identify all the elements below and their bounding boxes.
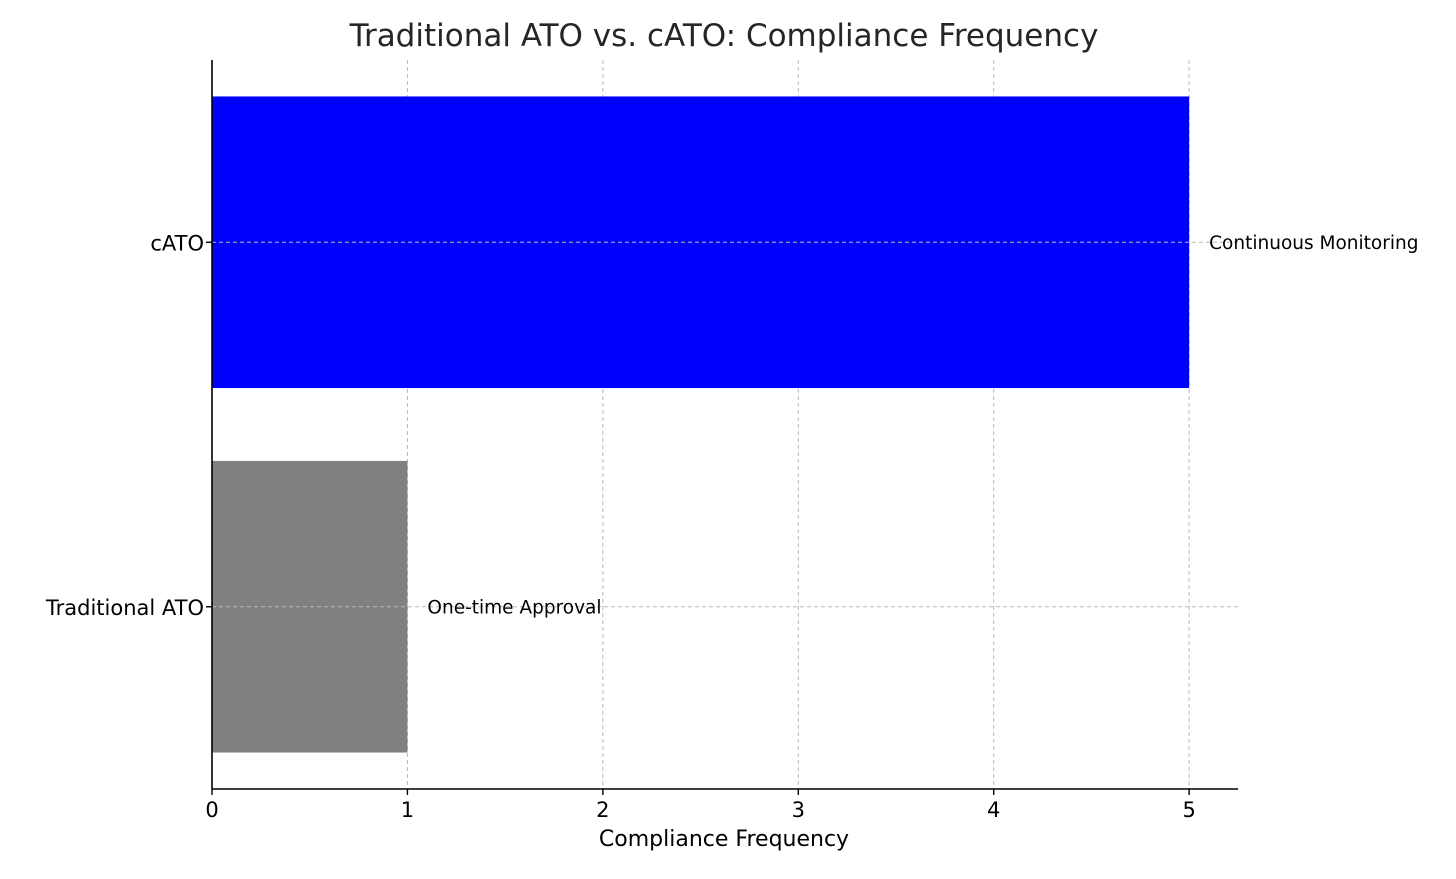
bar-annotation-1: Continuous Monitoring	[1209, 233, 1418, 254]
bar-annotations: One-time Approval Continuous Monitoring	[427, 233, 1418, 619]
bars	[212, 96, 1190, 753]
category-grid-lines	[212, 241, 1238, 608]
chart-title: Traditional ATO vs. cATO: Compliance Fre…	[349, 18, 1099, 54]
ticks: Traditional ATO cATO 0 1 2 3 4 5	[45, 231, 1196, 822]
x-tick-label-3: 3	[792, 798, 805, 822]
x-axis-label: Compliance Frequency	[599, 827, 849, 852]
axes	[211, 60, 1238, 790]
x-tick-label-1: 1	[401, 798, 414, 822]
x-tick-label-4: 4	[987, 798, 1000, 822]
x-tick-label-2: 2	[596, 798, 609, 822]
bar-cato	[212, 96, 1190, 389]
bar-annotation-0: One-time Approval	[427, 597, 601, 618]
y-tick-label-0: Traditional ATO	[45, 596, 204, 620]
x-tick-label-0: 0	[205, 798, 218, 822]
y-tick-label-1: cATO	[150, 231, 204, 255]
x-tick-label-5: 5	[1182, 798, 1195, 822]
